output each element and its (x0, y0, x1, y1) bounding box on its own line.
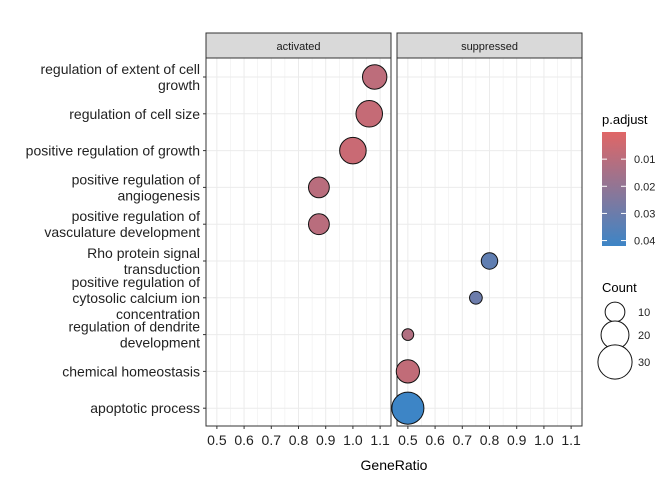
size-legend-label: 10 (638, 307, 650, 319)
data-point (395, 359, 421, 384)
color-legend-label: 0.01 (634, 154, 655, 166)
data-point (469, 290, 483, 305)
data-point (391, 391, 425, 425)
term-label: positive regulation of vasculature develo… (44, 208, 200, 240)
strip-suppressed (396, 32, 583, 59)
term-label: positive regulation of cytosolic calcium … (72, 274, 201, 322)
size-legend-label: 30 (638, 357, 650, 369)
x-axis-ticks: 0.5 0.6 0.7 0.8 0.9 1.0 1.1 0.5 0.6 0.7 0.8 0.9 1.0 1… (207, 426, 581, 448)
data-point (308, 213, 330, 236)
data-point (480, 252, 499, 270)
size-legend-key (604, 301, 626, 323)
x-axis-title: GeneRatio (361, 457, 428, 473)
data-point (339, 136, 367, 165)
data-point (361, 64, 388, 90)
strip-label-activated: activated (276, 41, 320, 53)
x-tick-label: 0.5 (398, 432, 418, 448)
x-tick-label: 1.0 (534, 432, 554, 448)
color-legend-label: 0.04 (634, 236, 655, 248)
data-point (401, 328, 415, 341)
data-point (308, 176, 330, 199)
x-tick-label: 1.1 (370, 432, 390, 448)
strip-label-suppressed: suppressed (461, 41, 518, 53)
size-legend-label: 20 (638, 330, 650, 342)
color-legend-title: p.adjust (602, 112, 648, 127)
x-tick-label: 1.1 (561, 432, 581, 448)
term-label: chemical homeostasis (62, 363, 200, 379)
y-axis-ticks (203, 76, 206, 409)
color-legend-label: 0.03 (634, 208, 655, 220)
data-point (355, 100, 383, 128)
term-label: Rho protein signal transduction (87, 245, 200, 277)
x-tick-label: 0.5 (207, 432, 227, 448)
color-legend-ticks: 0.01 0.02 0.03 0.04 (602, 154, 655, 248)
gridlines (206, 58, 582, 426)
term-label: regulation of cell size (69, 106, 200, 122)
strip-activated (205, 32, 392, 59)
size-legend-key (597, 344, 633, 380)
x-tick-label: 0.7 (453, 432, 473, 448)
y-axis-term-labels: regulation of extent of cell growth regula… (26, 61, 201, 416)
x-tick-label: 0.6 (425, 432, 445, 448)
term-label: positive regulation of growth (26, 143, 200, 159)
term-label: positive regulation of angiogenesis (72, 171, 201, 203)
x-tick-label: 1.0 (343, 432, 363, 448)
color-legend-label: 0.02 (634, 181, 655, 193)
size-legend-title: Count (602, 280, 637, 295)
term-label: regulation of dendrite development (68, 319, 200, 351)
size-legend-keys: 10 20 30 (597, 301, 650, 380)
term-label: regulation of extent of cell growth (40, 61, 200, 93)
x-tick-label: 0.7 (262, 432, 282, 448)
color-legend-bar (602, 132, 626, 246)
term-label: apoptotic process (90, 400, 200, 416)
x-tick-label: 0.9 (507, 432, 527, 448)
x-tick-label: 0.8 (480, 432, 500, 448)
x-tick-label: 0.9 (316, 432, 336, 448)
x-tick-label: 0.8 (289, 432, 309, 448)
data-points (308, 64, 499, 425)
x-tick-label: 0.6 (234, 432, 254, 448)
